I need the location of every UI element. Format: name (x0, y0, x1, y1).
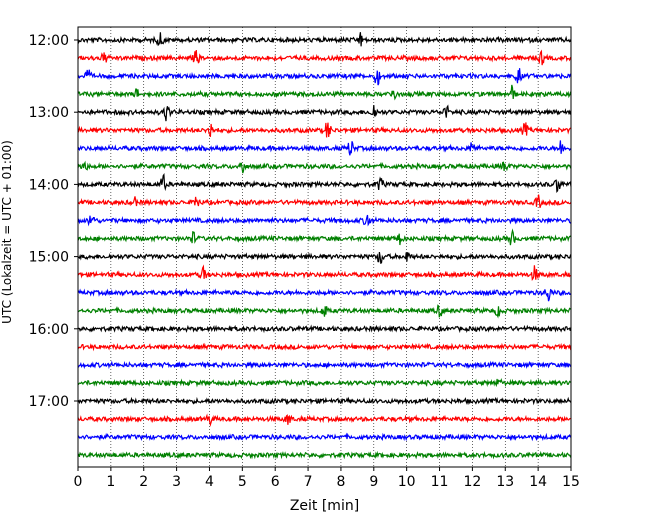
x-axis-ticks: 0 1 2 3 4 5 6 7 8 9 10 11 12 13 14 15 (74, 467, 580, 490)
y-tick-label-1700: 17:00 (29, 394, 69, 410)
trace-1630 (77, 360, 572, 370)
x-tick-label-3: 3 (172, 474, 181, 490)
x-tick-label-9: 9 (369, 474, 378, 490)
x-axis-title: Zeit [min] (290, 498, 359, 514)
vertical-gridlines (110, 27, 539, 467)
trace-1700 (77, 396, 572, 406)
y-axis-ticks: 12:00 13:00 14:00 15:00 16:00 17:00 (29, 33, 78, 410)
trace-1615 (77, 342, 572, 352)
trace-1315 (77, 122, 572, 138)
y-tick-label-1200: 12:00 (29, 33, 69, 49)
x-tick-label-6: 6 (271, 474, 280, 490)
trace-1430 (77, 214, 572, 227)
x-tick-label-0: 0 (74, 474, 83, 490)
y-tick-label-1600: 16:00 (29, 322, 69, 338)
trace-1345 (77, 160, 572, 174)
x-tick-label-13: 13 (496, 474, 514, 490)
trace-1415 (77, 194, 572, 208)
trace-1600 (77, 324, 572, 334)
x-tick-label-14: 14 (529, 474, 547, 490)
trace-1300 (77, 104, 572, 122)
x-tick-label-12: 12 (463, 474, 481, 490)
trace-1245 (77, 84, 572, 101)
x-tick-label-1: 1 (106, 474, 115, 490)
trace-1645 (77, 377, 572, 388)
trace-1445 (77, 228, 572, 246)
trace-1530 (77, 288, 572, 302)
y-axis-title: UTC (Lokalzeit = UTC + 01:00) (0, 140, 14, 324)
x-tick-label-2: 2 (139, 474, 148, 490)
x-tick-label-10: 10 (398, 474, 416, 490)
x-tick-label-5: 5 (238, 474, 247, 490)
y-tick-label-1300: 13:00 (29, 105, 69, 121)
trace-1515 (77, 264, 572, 281)
trace-1200 (77, 32, 572, 47)
seismic-traces (77, 32, 572, 460)
trace-1730 (77, 432, 572, 442)
y-tick-label-1400: 14:00 (29, 177, 69, 193)
trace-1545 (77, 304, 572, 319)
trace-1215 (77, 49, 572, 66)
trace-1745 (77, 450, 572, 460)
trace-1715 (77, 413, 572, 427)
plot-frame (77, 26, 572, 468)
x-tick-label-11: 11 (431, 474, 449, 490)
trace-1230 (77, 68, 572, 86)
trace-1500 (77, 252, 572, 264)
y-tick-label-1500: 15:00 (29, 250, 69, 266)
x-tick-label-7: 7 (304, 474, 313, 490)
trace-1400 (77, 172, 572, 193)
x-tick-label-15: 15 (562, 474, 580, 490)
x-tick-label-4: 4 (205, 474, 214, 490)
trace-1330 (77, 140, 572, 156)
x-tick-label-8: 8 (336, 474, 345, 490)
